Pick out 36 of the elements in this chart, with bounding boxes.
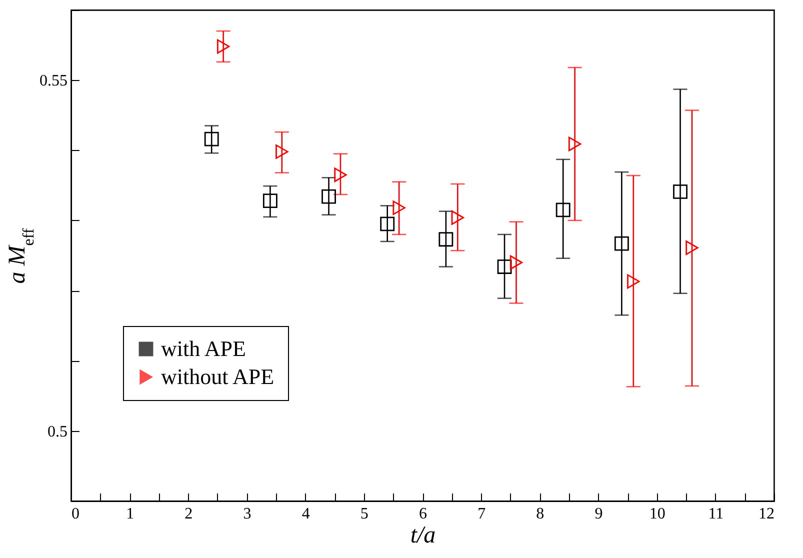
x-tick-label: 8 <box>536 506 544 522</box>
x-tick-label: 9 <box>594 506 603 522</box>
point <box>276 144 288 159</box>
point <box>614 236 629 251</box>
point <box>334 168 347 182</box>
point <box>686 240 698 256</box>
x-tick-label: 0 <box>72 506 80 522</box>
legend-label: without APE <box>161 364 274 389</box>
point <box>556 202 570 218</box>
x-tick-label: 5 <box>360 506 368 522</box>
point <box>262 194 278 208</box>
point <box>627 274 640 289</box>
point <box>451 210 464 225</box>
point <box>673 184 688 199</box>
x-tick-label: 7 <box>478 506 486 522</box>
x-axis-title: t/a <box>410 522 436 548</box>
x-tick-label: 4 <box>302 506 310 522</box>
point <box>510 255 523 270</box>
x-tick-label: 11 <box>708 506 724 522</box>
legend-label: with APE <box>161 336 246 361</box>
point <box>216 39 230 54</box>
point <box>380 216 395 232</box>
x-tick-label: 3 <box>243 506 252 522</box>
point <box>204 132 219 146</box>
x-tick-label: 10 <box>649 506 666 522</box>
x-tick-label: 1 <box>126 506 134 522</box>
y-tick-label: 0.5 <box>48 423 68 440</box>
point <box>392 200 406 216</box>
point <box>438 232 454 247</box>
y-tick-label: 0.55 <box>40 72 68 90</box>
point <box>568 136 582 152</box>
point <box>322 189 336 204</box>
x-tick-label: 12 <box>758 506 774 522</box>
x-tick-label: 6 <box>419 506 427 522</box>
x-tick-label: 2 <box>184 506 193 522</box>
point <box>497 260 512 274</box>
